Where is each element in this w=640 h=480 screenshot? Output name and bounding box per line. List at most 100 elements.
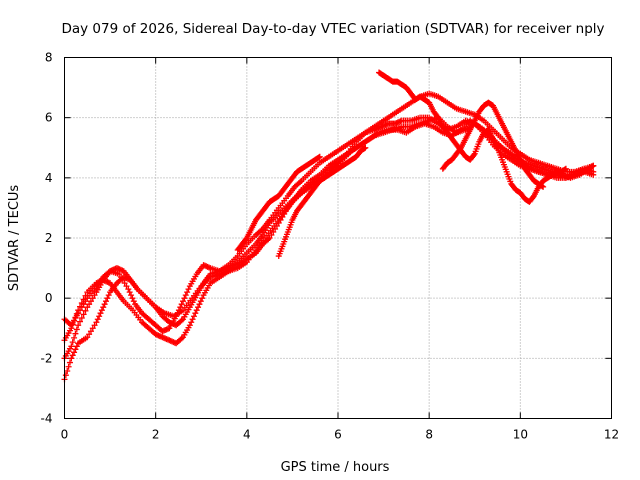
data-point-trail (121, 280, 128, 287)
data-point-trail (64, 367, 71, 374)
data-point-trail (104, 295, 111, 302)
x-axis-label: GPS time / hours (281, 460, 390, 475)
data-point-trail (87, 298, 94, 305)
data-point-trail (71, 318, 78, 325)
data-point (68, 343, 75, 350)
data-point (68, 325, 75, 332)
data-point-trail (78, 315, 85, 322)
data-point-trail (189, 316, 196, 323)
data-point-trail (86, 331, 93, 338)
data-point-trail (97, 310, 104, 317)
data-point-trail (101, 301, 108, 308)
y-tick-label: -4 (41, 412, 53, 426)
y-tick-label: 2 (45, 231, 53, 245)
data-point-trail (470, 151, 477, 158)
plot-frame (64, 57, 612, 419)
data-point-trail (89, 325, 96, 332)
data-point-trail (69, 321, 76, 328)
data-point (562, 165, 569, 172)
data-point-trail (65, 363, 72, 370)
data-point (193, 307, 200, 314)
y-tick-label: 6 (45, 111, 53, 125)
y-tick-label: -2 (41, 351, 53, 365)
data-point (540, 183, 547, 190)
data-point-trail (72, 330, 79, 337)
data-point-trail (78, 299, 85, 306)
data-point-trail (195, 304, 202, 311)
grid (64, 57, 612, 419)
data-point (316, 153, 323, 160)
data-point-trail (69, 339, 76, 346)
data-point-trail (89, 295, 96, 302)
data-point-trail (91, 322, 98, 329)
data-point-trail (102, 298, 109, 305)
data-point-trail (530, 194, 537, 201)
data-point (75, 307, 82, 314)
data-point (100, 304, 107, 311)
data-point-trail (72, 314, 79, 321)
data-point (75, 322, 82, 329)
data-point-trail (87, 328, 94, 335)
y-tick-label: 4 (45, 171, 53, 185)
data-point-trail (457, 145, 464, 152)
x-tick-label: 8 (425, 428, 433, 442)
data-point (590, 162, 597, 169)
data-point-trail (185, 286, 192, 293)
y-axis-label: SDTVAR / TECUs (7, 185, 22, 292)
data-point-trail (434, 113, 441, 120)
data-point-trail (188, 319, 195, 326)
data-point-trail (128, 292, 135, 299)
data-point-trail (184, 289, 191, 296)
data-point-trail (178, 301, 185, 308)
data-point-trail (73, 310, 80, 317)
data-point-trail (73, 343, 80, 350)
data-point-trail (80, 311, 87, 318)
data-point-trail (130, 298, 137, 305)
data-point-trail (94, 316, 101, 323)
data-point (84, 334, 91, 341)
data-point-trail (76, 303, 83, 310)
data-point-trail (76, 318, 83, 325)
data-point-trail (91, 292, 98, 299)
data-point-trail (86, 301, 93, 308)
data-points (61, 69, 597, 383)
data-point-trail (197, 298, 204, 305)
data-point-trail (82, 292, 89, 299)
data-point-trail (82, 307, 89, 314)
data-point-trail (98, 307, 105, 314)
y-tick-label: 8 (45, 51, 53, 65)
data-point-trail (80, 296, 87, 303)
data-point-trail (96, 313, 103, 320)
data-point-trail (123, 283, 130, 290)
data-point (590, 171, 597, 178)
data-point (93, 319, 100, 326)
data-point-trail (270, 228, 277, 235)
data-point-trail (182, 292, 189, 299)
data-point-trail (71, 349, 78, 356)
data-point (186, 322, 193, 329)
data-point-trail (73, 326, 80, 333)
data-point-trail (72, 346, 79, 353)
y-tick-label: 0 (45, 291, 53, 305)
x-tick-label: 12 (604, 428, 619, 442)
axis-ticks: 0 2 4 6 8 10 12 8 6 4 2 0 -2 -4 (41, 51, 620, 442)
data-point-trail (62, 372, 69, 379)
x-tick-label: 2 (152, 428, 160, 442)
chart-title: Day 079 of 2026, Sidereal Day-to-day VTE… (61, 21, 604, 37)
data-point-trail (71, 334, 78, 341)
data-point-trail (192, 310, 199, 317)
data-point-trail (69, 352, 76, 359)
x-tick-label: 6 (334, 428, 342, 442)
data-point-trail (105, 292, 112, 299)
data-point-trail (199, 295, 206, 302)
data-point-trail (242, 236, 249, 243)
data-point-trail (181, 295, 188, 302)
data-point-trail (277, 216, 284, 223)
data-point (68, 355, 75, 362)
data-point-trail (196, 301, 203, 308)
x-tick-label: 4 (243, 428, 251, 442)
data-point (362, 144, 369, 151)
data-point-trail (126, 289, 133, 296)
x-tick-label: 0 (61, 428, 69, 442)
